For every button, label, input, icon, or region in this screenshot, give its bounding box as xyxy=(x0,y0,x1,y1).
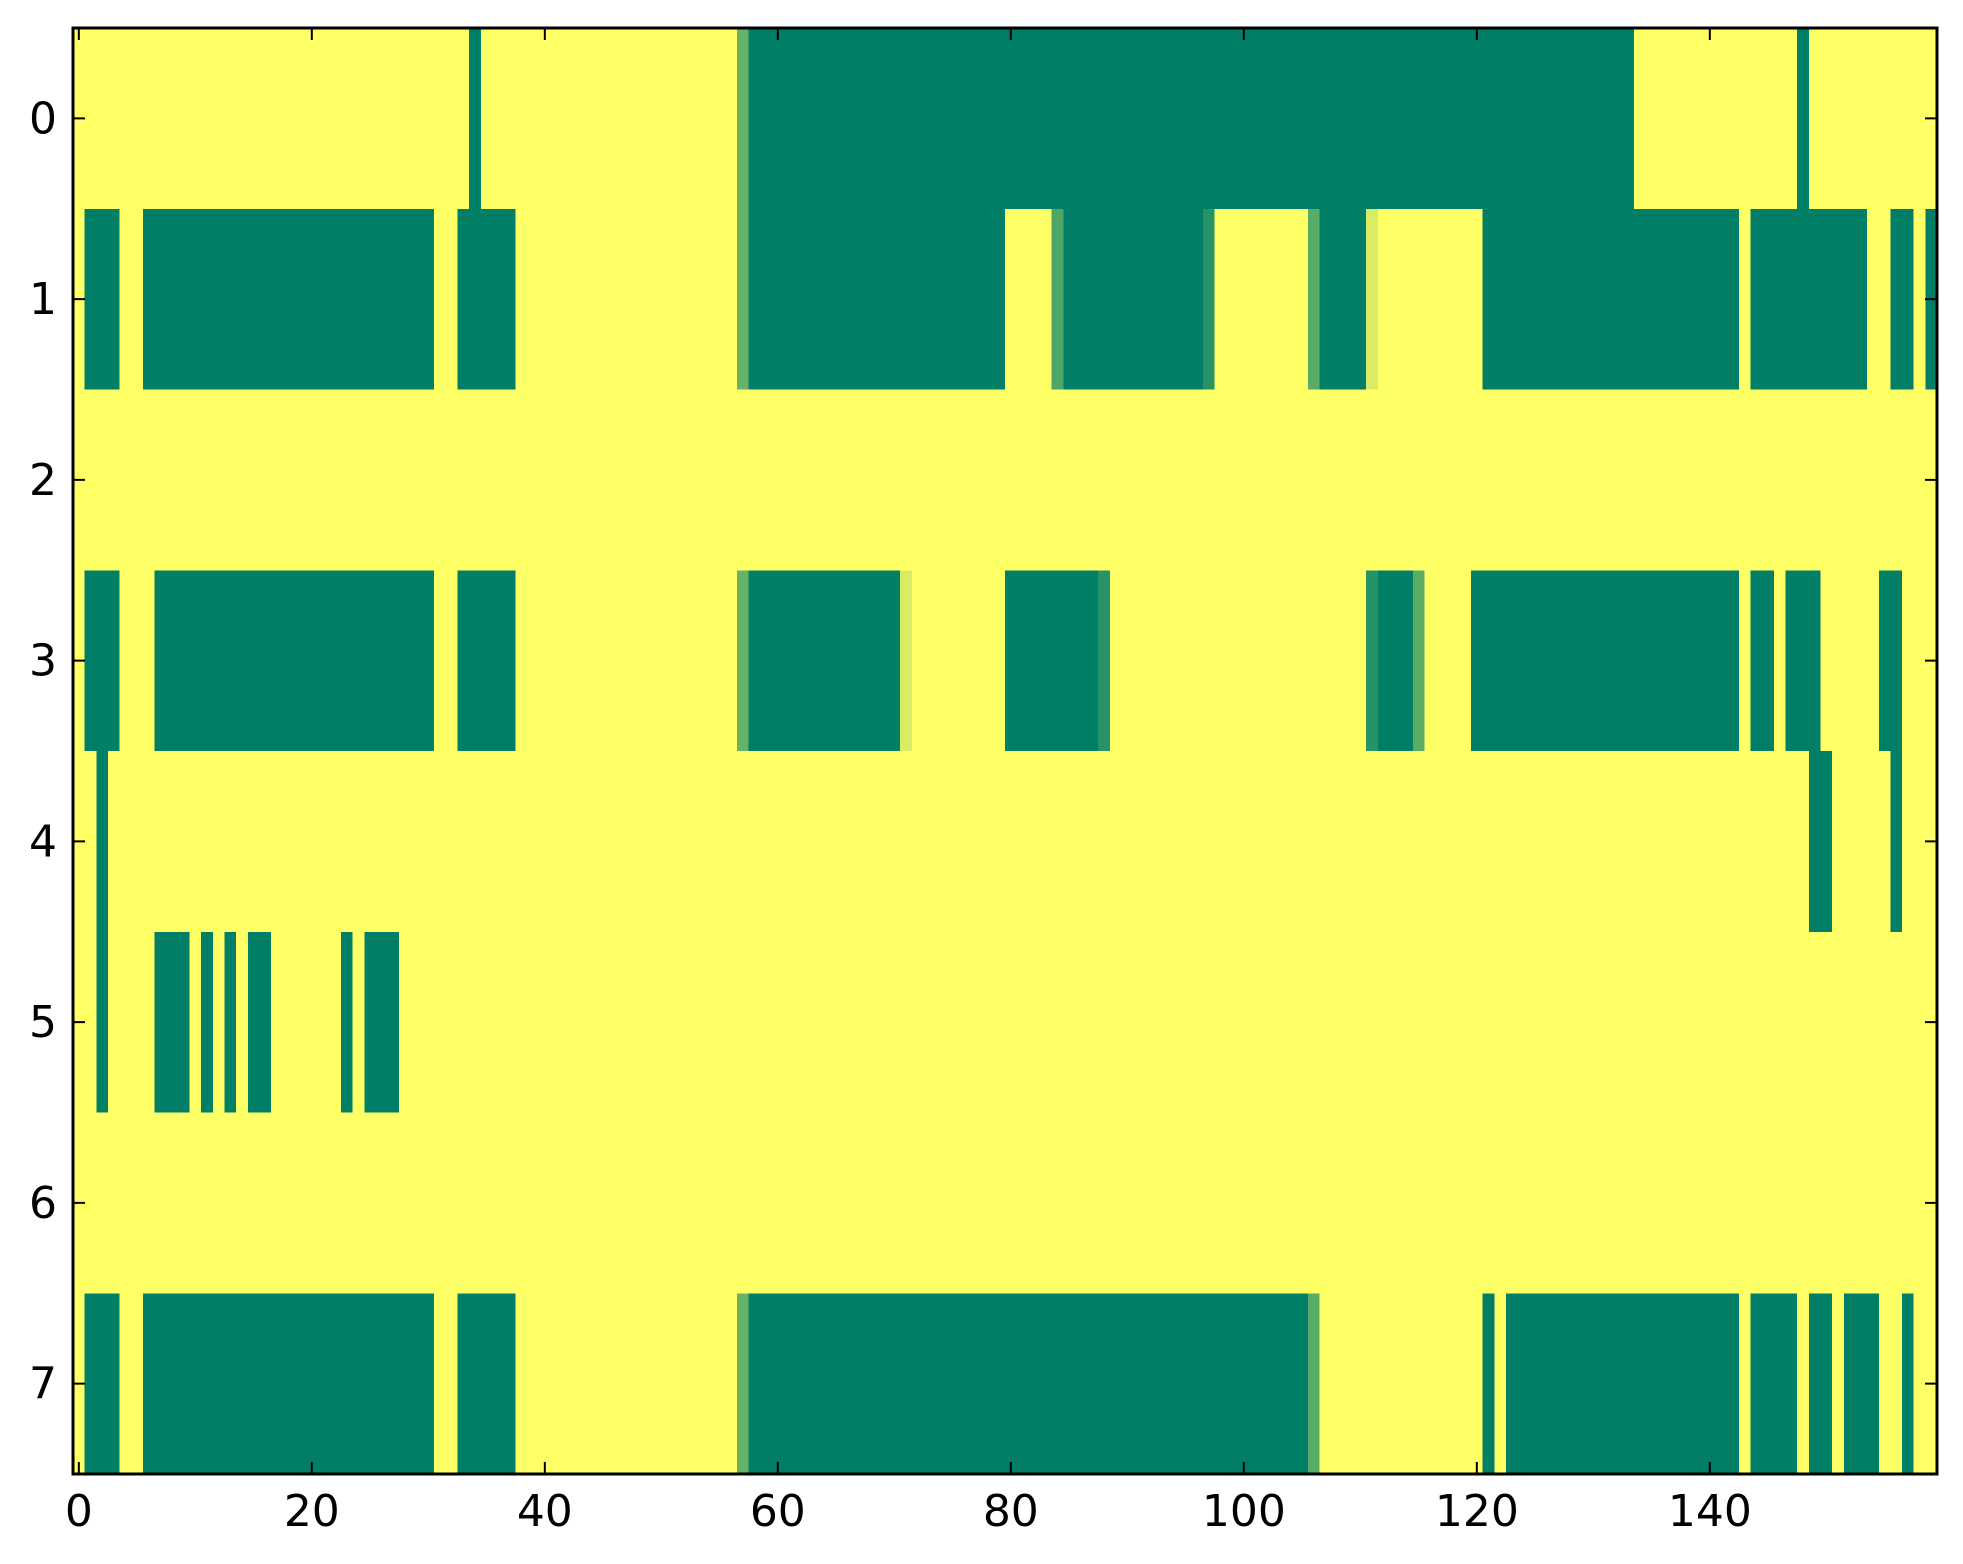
heatmap-cell-run xyxy=(84,208,120,390)
heatmap-cell-run xyxy=(457,1293,516,1474)
y-tick-label: 3 xyxy=(29,636,57,687)
heatmap-cell-run xyxy=(84,1293,120,1474)
x-tick-label: 100 xyxy=(1202,1486,1286,1537)
x-tick-label: 140 xyxy=(1668,1486,1752,1537)
heatmap-cells xyxy=(73,28,1937,1474)
heatmap-cell-run xyxy=(1412,570,1425,751)
heatmap-cell-run xyxy=(96,751,108,932)
heatmap-cell-run xyxy=(142,208,435,390)
heatmap-cell-run xyxy=(1890,751,1903,932)
heatmap-cell-run xyxy=(1377,570,1413,751)
y-tick-label: 1 xyxy=(29,274,57,325)
heatmap-cell-run xyxy=(1843,1293,1879,1474)
heatmap-cell-run xyxy=(1902,1293,1914,1474)
heatmap-cell-run xyxy=(1750,570,1774,751)
heatmap-cell-run xyxy=(154,931,190,1113)
heatmap-cell-run xyxy=(1005,570,1099,751)
heatmap-cell-run xyxy=(364,931,400,1113)
heatmap-cell-run xyxy=(96,931,108,1113)
heatmap-cell-run xyxy=(469,28,481,209)
heatmap-cell-run xyxy=(247,931,272,1113)
heatmap-cell-run xyxy=(224,931,237,1113)
heatmap-cell-run xyxy=(1051,208,1064,390)
heatmap-cell-run xyxy=(1203,208,1215,390)
heatmap-cell-run xyxy=(1808,751,1833,932)
heatmap-cell-run xyxy=(1482,1293,1495,1474)
heatmap-cell-run xyxy=(1750,1293,1798,1474)
heatmap-cell-run xyxy=(1878,570,1903,751)
heatmap-cell-run xyxy=(1307,208,1320,390)
y-tick-label: 2 xyxy=(29,455,57,506)
x-tick-label: 40 xyxy=(517,1486,573,1537)
heatmap-cell-run xyxy=(900,570,912,751)
heatmap-cell-run xyxy=(737,208,749,390)
heatmap-cell-run xyxy=(1890,208,1914,390)
x-axis-tick-labels: 0 20 40 60 80 100 120 140 xyxy=(65,1486,1752,1537)
y-tick-label: 6 xyxy=(29,1178,57,1229)
x-tick-label: 60 xyxy=(750,1486,806,1537)
heatmap-cell-run xyxy=(748,208,1005,390)
heatmap-cell-run xyxy=(1366,208,1378,390)
heatmap-cell-run xyxy=(1785,570,1821,751)
x-tick-label: 20 xyxy=(284,1486,340,1537)
heatmap-cell-run xyxy=(142,1293,435,1474)
heatmap-cell-run xyxy=(1307,1293,1320,1474)
heatmap-cell-run xyxy=(1098,570,1110,751)
y-tick-label: 7 xyxy=(29,1359,57,1410)
heatmap-cell-run xyxy=(1319,208,1367,390)
heatmap-cell-run xyxy=(748,1293,1308,1474)
axis-ticks xyxy=(73,28,1937,1474)
x-tick-label: 80 xyxy=(983,1486,1039,1537)
heatmap-cell-run xyxy=(457,570,516,751)
heatmap-cell-run xyxy=(748,28,1635,209)
y-axis-tick-labels: 0 1 2 3 4 5 6 7 xyxy=(29,93,57,1409)
heatmap-cell-run xyxy=(1797,28,1809,209)
heatmap-cell-run xyxy=(748,570,901,751)
heatmap-cell-run xyxy=(1471,570,1739,751)
heatmap-cell-run xyxy=(737,1293,749,1474)
y-tick-label: 4 xyxy=(29,816,57,867)
y-tick-label: 5 xyxy=(29,997,57,1048)
heatmap-cell-run xyxy=(1063,208,1204,390)
heatmap-cell-run xyxy=(1750,208,1868,390)
x-tick-label: 120 xyxy=(1435,1486,1519,1537)
heatmap-cell-run xyxy=(1482,208,1739,390)
x-tick-label: 0 xyxy=(65,1486,93,1537)
heatmap-cell-run xyxy=(154,570,435,751)
heatmap-cell-run xyxy=(84,570,120,751)
heatmap-cell-run xyxy=(340,931,353,1113)
heatmap-cell-run xyxy=(1366,570,1378,751)
heatmap-cell-run xyxy=(737,28,749,209)
heatmap-cell-run xyxy=(1808,1293,1833,1474)
heatmap-cell-run xyxy=(201,931,213,1113)
y-tick-label: 0 xyxy=(29,93,57,144)
heatmap-cell-run xyxy=(457,208,516,390)
heatmap-cell-run xyxy=(737,570,749,751)
plot-frame xyxy=(71,26,1939,1476)
heatmap-cell-run xyxy=(1505,1293,1739,1474)
